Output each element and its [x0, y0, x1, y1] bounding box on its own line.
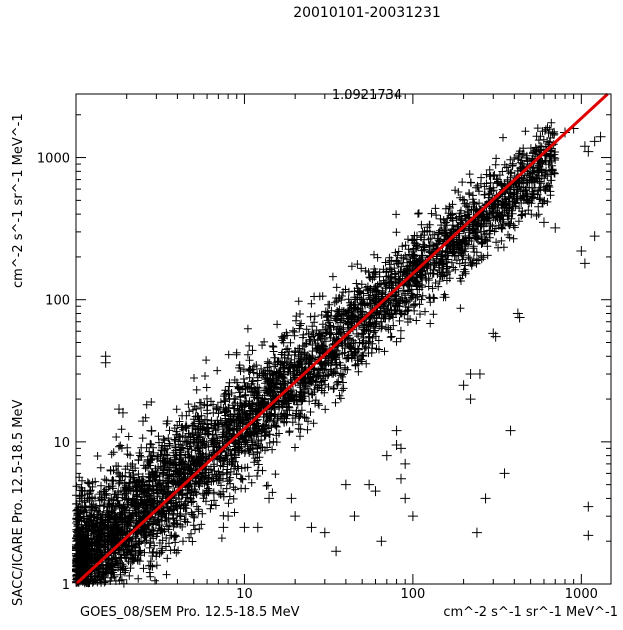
data-point — [538, 217, 549, 228]
data-point — [117, 407, 128, 418]
data-point — [306, 522, 317, 533]
y-axis-label-top: cm^-2 s^-1 sr^-1 MeV^-1 — [11, 113, 26, 288]
y-axis-label-bottom: SACC/ICARE Pro. 12.5-18.5 MeV — [11, 400, 26, 606]
x-axis-ticks: 10 100 1000 — [75, 94, 598, 602]
data-point — [223, 511, 234, 522]
x-axis-label-right: cm^-2 s^-1 sr^-1 MeV^-1 — [443, 605, 618, 620]
y-tick-label: 1 — [62, 578, 70, 593]
y-axis-ticks: 1 10 100 1000 — [37, 114, 611, 593]
y-tick-label: 1000 — [37, 152, 70, 167]
data-point — [512, 308, 523, 319]
data-point — [138, 416, 149, 427]
data-point — [146, 425, 157, 436]
data-point — [319, 527, 330, 538]
data-point — [381, 450, 392, 461]
data-point — [364, 479, 375, 490]
data-point — [252, 522, 263, 533]
data-point — [349, 511, 360, 522]
data-point — [162, 416, 173, 427]
data-point — [162, 450, 173, 461]
data-point — [595, 131, 606, 142]
data-point — [499, 468, 510, 479]
data-point — [579, 258, 590, 269]
x-tick-label: 1000 — [565, 587, 598, 602]
data-point — [490, 331, 501, 342]
data-point — [589, 231, 600, 242]
data-point — [583, 501, 594, 512]
data-point — [471, 527, 482, 538]
data-point — [218, 522, 229, 533]
data-point — [458, 380, 469, 391]
data-point — [286, 493, 297, 504]
plot-frame — [75, 93, 612, 585]
data-point — [589, 136, 600, 147]
y-tick-label: 100 — [45, 294, 70, 309]
scatter-cloud — [72, 118, 560, 588]
x-axis-label-left: GOES_08/SEM Pro. 12.5-18.5 MeV — [80, 605, 300, 620]
data-point — [188, 511, 199, 522]
data-point — [340, 479, 351, 490]
data-point — [264, 493, 275, 504]
data-point — [331, 546, 342, 557]
data-point — [396, 443, 407, 454]
fit-line — [74, 92, 609, 586]
x-tick-label: 10 — [236, 587, 253, 602]
data-point — [376, 536, 387, 547]
chart-title: 20010101-20031231 — [293, 5, 441, 21]
data-point — [474, 369, 485, 380]
data-point — [583, 530, 594, 541]
data-point — [583, 146, 594, 157]
data-cloud — [72, 118, 560, 588]
data-point — [391, 425, 402, 436]
data-point — [181, 420, 192, 431]
data-point — [576, 246, 587, 257]
data-point — [172, 501, 183, 512]
y-tick-label: 10 — [53, 436, 70, 451]
data-point — [370, 486, 381, 497]
data-point — [396, 473, 407, 484]
data-point — [202, 400, 213, 411]
data-point — [400, 458, 411, 469]
data-point — [239, 522, 250, 533]
data-point — [505, 425, 516, 436]
data-point — [407, 511, 418, 522]
data-point — [465, 369, 476, 380]
data-point — [100, 357, 111, 368]
chart-subtitle: 1.0921734 — [332, 88, 402, 103]
data-point — [480, 493, 491, 504]
data-point — [400, 493, 411, 504]
data-markers — [100, 123, 606, 557]
axes: 10 100 1000 1 10 100 1000 — [37, 93, 612, 602]
data-point — [514, 312, 525, 323]
data-point — [465, 394, 476, 405]
x-tick-label: 100 — [400, 587, 425, 602]
data-point — [550, 222, 561, 233]
data-point — [579, 141, 590, 152]
data-point — [290, 511, 301, 522]
